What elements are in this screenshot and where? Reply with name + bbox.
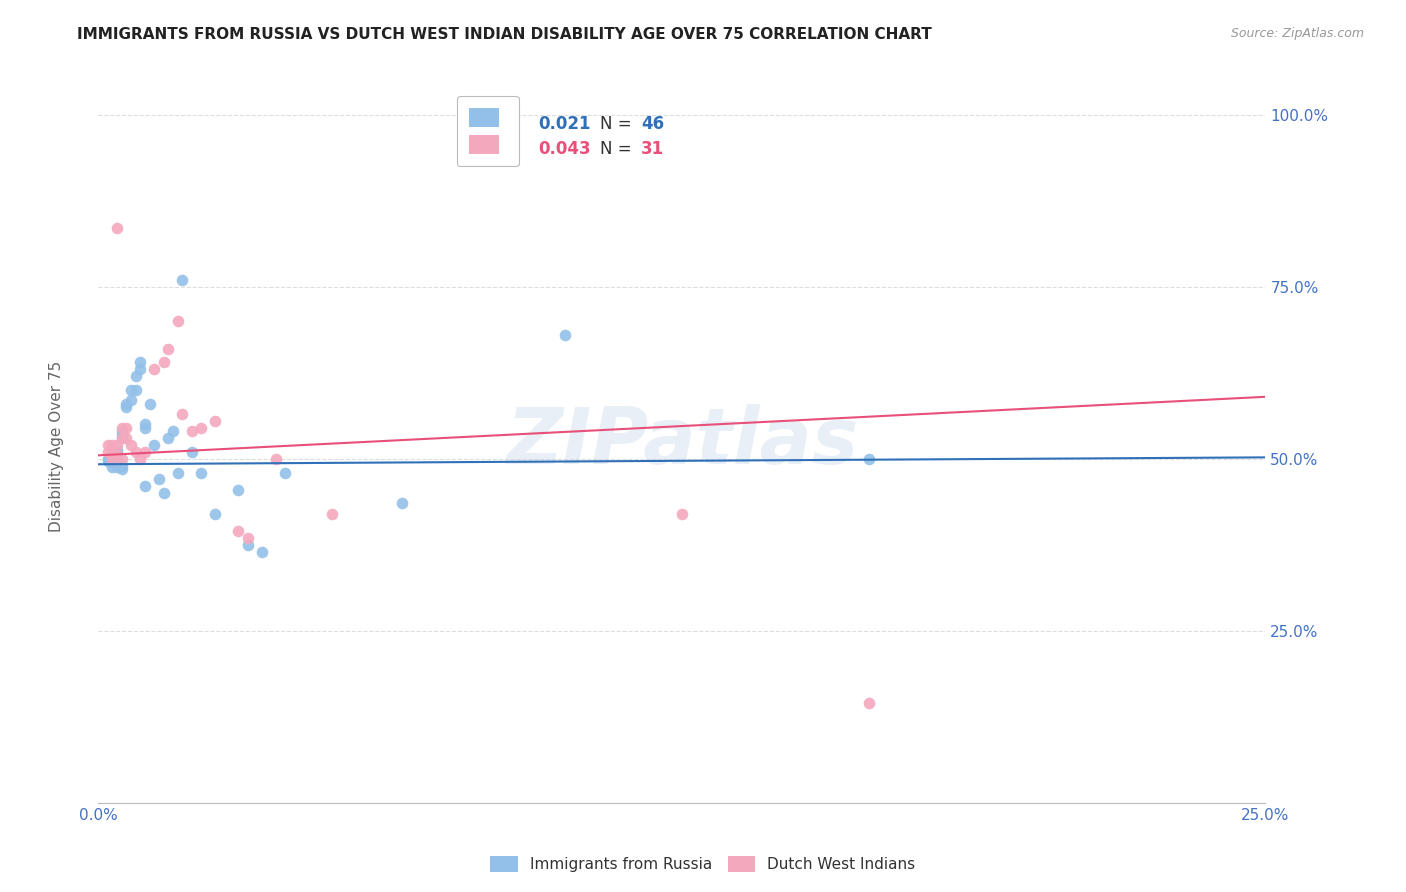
Point	[204, 507, 226, 521]
Point	[228, 524, 250, 538]
Point	[101, 445, 124, 459]
Point	[172, 273, 194, 287]
Point	[180, 445, 202, 459]
Point	[105, 460, 128, 475]
Point	[204, 414, 226, 428]
Point	[105, 438, 128, 452]
Point	[236, 531, 259, 545]
Point	[391, 496, 413, 510]
Text: 46: 46	[641, 115, 664, 133]
Point	[148, 472, 170, 486]
Point	[125, 445, 148, 459]
Point	[101, 460, 124, 475]
Point	[129, 362, 152, 376]
Point	[115, 431, 138, 445]
Text: Disability Age Over 75: Disability Age Over 75	[49, 360, 63, 532]
Point	[97, 438, 120, 452]
Point	[321, 507, 343, 521]
Point	[105, 457, 128, 471]
Point	[105, 221, 128, 235]
Point	[111, 462, 134, 476]
Point	[157, 342, 180, 356]
Point	[111, 458, 134, 473]
Point	[190, 421, 212, 435]
Point	[120, 393, 142, 408]
Point	[97, 445, 120, 459]
Point	[125, 383, 148, 397]
Point	[101, 455, 124, 469]
Text: ZIPatlas: ZIPatlas	[506, 403, 858, 480]
Point	[111, 431, 134, 445]
Point	[157, 431, 180, 445]
Text: N =: N =	[600, 140, 637, 158]
Point	[120, 383, 142, 397]
Text: 31: 31	[641, 140, 664, 158]
Point	[228, 483, 250, 497]
Text: 0.043: 0.043	[538, 140, 591, 158]
Point	[97, 451, 120, 466]
Text: Source: ZipAtlas.com: Source: ZipAtlas.com	[1230, 27, 1364, 40]
Point	[166, 466, 188, 480]
Point	[125, 369, 148, 384]
Point	[264, 451, 287, 466]
Point	[134, 445, 156, 459]
Point	[190, 466, 212, 480]
Point	[101, 451, 124, 466]
Point	[250, 544, 273, 558]
Text: IMMIGRANTS FROM RUSSIA VS DUTCH WEST INDIAN DISABILITY AGE OVER 75 CORRELATION C: IMMIGRANTS FROM RUSSIA VS DUTCH WEST IND…	[77, 27, 932, 42]
Point	[858, 451, 880, 466]
Point	[120, 438, 142, 452]
Point	[111, 424, 134, 438]
Point	[97, 454, 120, 468]
Point	[143, 362, 166, 376]
Point	[105, 448, 128, 462]
Point	[111, 451, 134, 466]
Text: R =: R =	[489, 140, 526, 158]
Point	[274, 466, 297, 480]
Text: R =: R =	[489, 115, 526, 133]
Point	[105, 451, 128, 466]
Point	[105, 454, 128, 468]
Point	[111, 421, 134, 435]
Point	[858, 696, 880, 710]
Point	[236, 538, 259, 552]
Point	[129, 355, 152, 369]
Legend: Immigrants from Russia, Dutch West Indians: Immigrants from Russia, Dutch West India…	[482, 848, 924, 880]
Legend: , : ,	[457, 95, 519, 166]
Point	[115, 400, 138, 414]
Point	[152, 486, 174, 500]
Point	[105, 446, 128, 460]
Point	[111, 427, 134, 442]
Point	[143, 438, 166, 452]
Point	[166, 314, 188, 328]
Point	[172, 407, 194, 421]
Point	[162, 424, 184, 438]
Point	[115, 421, 138, 435]
Text: N =: N =	[600, 115, 637, 133]
Point	[134, 417, 156, 432]
Point	[671, 507, 693, 521]
Point	[101, 453, 124, 467]
Point	[111, 431, 134, 445]
Point	[134, 479, 156, 493]
Point	[101, 438, 124, 452]
Point	[129, 451, 152, 466]
Point	[139, 397, 162, 411]
Point	[180, 424, 202, 438]
Point	[115, 397, 138, 411]
Point	[134, 421, 156, 435]
Point	[101, 451, 124, 466]
Point	[554, 327, 576, 342]
Text: 0.021: 0.021	[538, 115, 591, 133]
Point	[152, 355, 174, 369]
Point	[105, 443, 128, 458]
